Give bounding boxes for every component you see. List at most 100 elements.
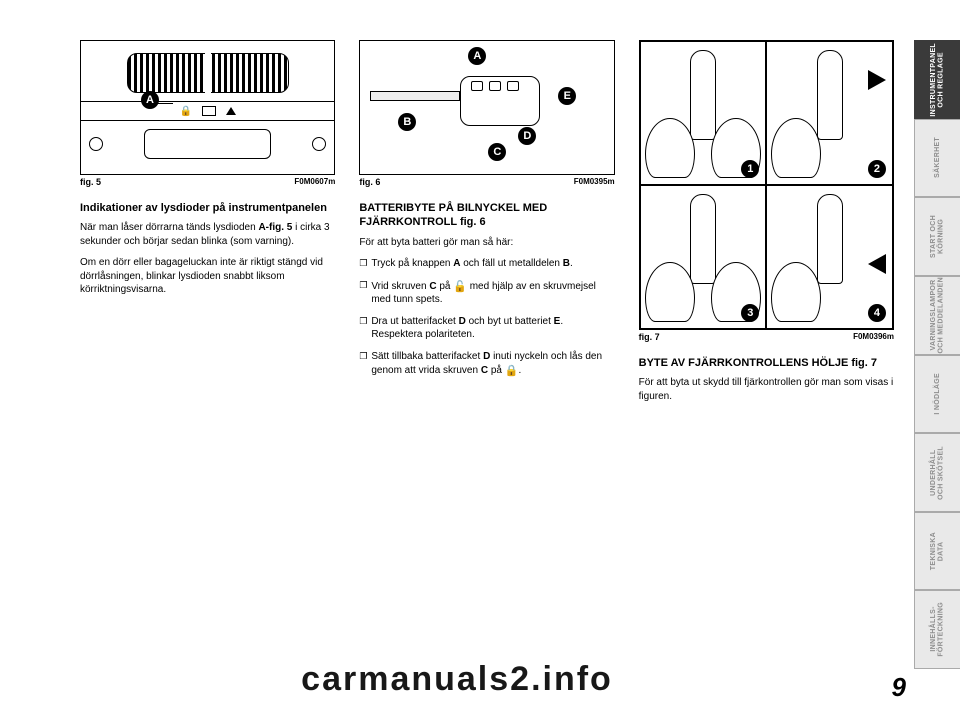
step-2: 2 (868, 160, 886, 178)
page-number: 9 (892, 672, 906, 703)
tab-label: INNEHÅLLS- FÖRTECKNING (930, 602, 945, 657)
key-sketch (690, 50, 716, 140)
text-bold: C (481, 365, 488, 376)
tab-label: TEKNISKA DATA (930, 532, 945, 570)
tab-label: VARNINGSLAMPOR OCH MEDDELANDEN (930, 277, 945, 353)
callout-c: C (488, 143, 506, 161)
list-item: Vrid skruven C på 🔓 med hjälp av en skru… (359, 279, 614, 307)
dash-button-bar: 🔒 (81, 101, 334, 121)
unlock-icon: 🔓 (453, 281, 467, 293)
col-a-p2: Om en dörr eller bagageluckan inte är ri… (80, 256, 335, 297)
text: Vrid skruven (371, 281, 429, 292)
figure-7-cell-3: 3 (640, 185, 767, 329)
tab-innehall[interactable]: INNEHÅLLS- FÖRTECKNING (914, 590, 960, 669)
list-item: Tryck på knappen A och fäll ut metalldel… (359, 257, 614, 271)
callout-a: A (141, 91, 159, 109)
col-b-intro: För att byta batteri gör man så här: (359, 236, 614, 250)
key-head (460, 76, 540, 126)
key-sketch (817, 50, 843, 140)
tab-tekniska-data[interactable]: TEKNISKA DATA (914, 512, 960, 591)
col-c-para: För att byta ut skydd till fjärkontrolle… (639, 376, 894, 403)
text: När man låser dörrarna tänds lysdioden (80, 222, 258, 233)
hand-icon (645, 262, 695, 322)
key-button-icon (471, 81, 483, 91)
hand-icon (645, 118, 695, 178)
tab-instrumentpanel[interactable]: INSTRUMENTPANEL OCH REGLAGE (914, 40, 960, 119)
tab-nodlage[interactable]: I NÖDLÄGE (914, 355, 960, 434)
hand-icon (771, 118, 821, 178)
text: på (488, 365, 505, 376)
list-item: Sätt tillbaka batterifacket D inuti nyck… (359, 350, 614, 378)
column-b: A B C D E fig. 6 F0M0395m BATTERIBYTE PÅ… (359, 40, 614, 411)
figure-7-cell-4: 4 (766, 185, 893, 329)
column-c: 1 2 3 (639, 40, 894, 411)
callout-b: B (398, 113, 416, 131)
key-blade (370, 91, 460, 101)
step-4: 4 (868, 304, 886, 322)
callout-line (157, 103, 173, 104)
text: Sätt tillbaka batterifacket (371, 351, 483, 362)
figure-7-caption: fig. 7 F0M0396m (639, 332, 894, 342)
step-1: 1 (741, 160, 759, 178)
text: Dra ut batterifacket (371, 316, 458, 327)
list-item: Dra ut batterifacket D och byt ut batter… (359, 315, 614, 342)
flasher-button (202, 106, 216, 116)
col-c-heading: BYTE AV FJÄRRKONTROLLENS HÖLJE fig. 7 (639, 356, 894, 370)
figure-6-caption: fig. 6 F0M0395m (359, 177, 614, 187)
figure-7-code: F0M0396m (853, 332, 894, 342)
knob-icon (312, 137, 326, 151)
figure-5-caption: fig. 5 F0M0607m (80, 177, 335, 187)
arrow-icon (868, 70, 886, 90)
bullet-list: Tryck på knappen A och fäll ut metalldel… (359, 257, 614, 378)
text: och byt ut batteriet (466, 316, 554, 327)
callout-a: A (468, 47, 486, 65)
figure-7: 1 2 3 (639, 40, 894, 330)
step-3: 3 (741, 304, 759, 322)
text: Tryck på knappen (371, 258, 453, 269)
figure-6-label: fig. 6 (359, 177, 380, 187)
tab-start-korning[interactable]: START OCH KÖRNING (914, 197, 960, 276)
figure-7-label: fig. 7 (639, 332, 660, 342)
watermark: carmanuals2.info (0, 660, 914, 699)
text-bold: D (459, 316, 466, 327)
side-tabs: INSTRUMENTPANEL OCH REGLAGE SÄKERHET STA… (914, 0, 960, 709)
vent-divider (205, 53, 211, 93)
key-sketch (690, 194, 716, 284)
col-b-heading: BATTERIBYTE PÅ BILNYCKEL MED FJÄRRKONTRO… (359, 201, 614, 230)
text: . (570, 258, 573, 269)
col-a-p1: När man låser dörrarna tänds lysdioden A… (80, 221, 335, 248)
figure-6-code: F0M0395m (574, 177, 615, 187)
text-bold: B (563, 258, 570, 269)
tab-label: I NÖDLÄGE (934, 373, 942, 415)
knob-icon (89, 137, 103, 151)
figure-5-code: F0M0607m (294, 177, 335, 187)
page: 🔒 A fig. 5 F0M0607m Indikationer av lysd… (0, 0, 960, 709)
tab-sakerhet[interactable]: SÄKERHET (914, 119, 960, 198)
tab-label: INSTRUMENTPANEL OCH REGLAGE (930, 43, 945, 117)
text: på (437, 281, 454, 292)
tab-varningslampor[interactable]: VARNINGSLAMPOR OCH MEDDELANDEN (914, 276, 960, 355)
callout-d: D (518, 127, 536, 145)
key-button-icon (507, 81, 519, 91)
hazard-icon (226, 107, 236, 115)
radio-slot (144, 129, 271, 159)
columns: 🔒 A fig. 5 F0M0607m Indikationer av lysd… (80, 40, 894, 411)
tab-label: UNDERHÅLL OCH SKÖTSEL (930, 446, 945, 500)
figure-7-grid: 1 2 3 (640, 41, 893, 329)
column-a: 🔒 A fig. 5 F0M0607m Indikationer av lysd… (80, 40, 335, 411)
col-a-heading: Indikationer av lysdioder på instrumentp… (80, 201, 335, 215)
figure-5: 🔒 A (80, 40, 335, 175)
lock-icon: 🔒 (505, 365, 519, 377)
content-area: 🔒 A fig. 5 F0M0607m Indikationer av lysd… (0, 0, 914, 709)
text: . (518, 365, 521, 376)
text-bold: A-fig. 5 (258, 222, 292, 233)
figure-7-cell-1: 1 (640, 41, 767, 185)
text: och fäll ut metalldelen (460, 258, 562, 269)
tab-underhall[interactable]: UNDERHÅLL OCH SKÖTSEL (914, 433, 960, 512)
key-button-icon (489, 81, 501, 91)
hand-icon (771, 262, 821, 322)
figure-5-label: fig. 5 (80, 177, 101, 187)
figure-7-cell-2: 2 (766, 41, 893, 185)
text-bold: C (429, 281, 436, 292)
figure-6: A B C D E (359, 40, 614, 175)
